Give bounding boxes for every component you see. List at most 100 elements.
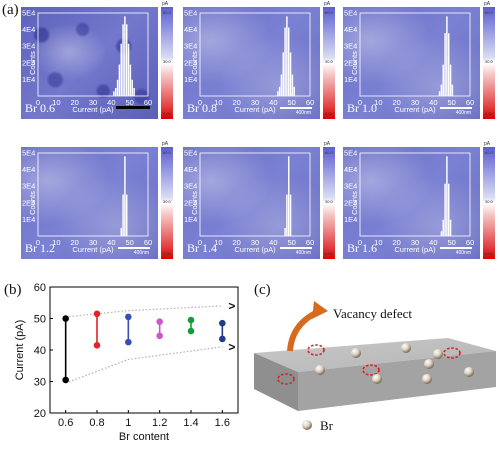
histogram-bar — [288, 156, 290, 236]
range-endpoint — [219, 335, 226, 343]
colorbar-unit: pA — [162, 1, 169, 7]
colorbar-tick: 30.0 — [163, 199, 171, 204]
histogram-bar — [440, 84, 443, 96]
histogram-bar — [122, 194, 124, 236]
colorbar-tick: 0.00 — [163, 251, 171, 256]
inset-y-tick: 5E4 — [184, 149, 197, 158]
x-tick-label: 1 — [125, 417, 131, 429]
inset-y-tick: 5E4 — [22, 9, 35, 18]
histogram-bar — [126, 24, 128, 97]
inset-x-tick: 10 — [374, 98, 382, 107]
histogram-bar — [280, 74, 283, 96]
envelope-arrow: > — [228, 299, 235, 313]
orange-arrow-head — [312, 301, 328, 319]
afm-map: 1E4 2E4 3E4 4E4 5E4 0 10 20 30 40 50 60 Counts Curren… — [21, 7, 158, 119]
scale-bar — [440, 247, 472, 249]
y-tick-label: 30 — [34, 377, 46, 389]
inset-x-tick: 50 — [447, 98, 455, 107]
scale-bar-label: 400nm — [295, 250, 311, 256]
scale-bar — [118, 247, 150, 249]
histogram-bar — [448, 183, 450, 236]
slab-side-left — [254, 353, 298, 411]
inset-x-tick: 40 — [269, 98, 277, 107]
histogram-bar — [289, 194, 292, 236]
inset-x-tick: 0 — [198, 98, 202, 107]
inset-x-tick: 20 — [392, 98, 400, 107]
colorbar-unit: pA — [484, 141, 491, 147]
map-caption: Br 1.0 — [347, 101, 377, 115]
colorbar-tick: 60.0 — [163, 10, 171, 15]
afm-map: 1E4 2E4 3E4 4E4 5E4 0 10 20 30 40 50 60 Counts Curren… — [183, 7, 320, 119]
histogram-bar — [442, 64, 444, 96]
histogram-bar — [444, 183, 446, 236]
inset-x-tick: 0 — [198, 238, 202, 247]
inset-x-tick: 60 — [466, 98, 474, 107]
inset-x-tick: 50 — [125, 98, 133, 107]
colorbar-tick: 60.0 — [485, 150, 493, 155]
range-endpoint — [156, 332, 163, 340]
inset-x-tick: 0 — [358, 98, 362, 107]
inset-x-tick: 40 — [269, 238, 277, 247]
inset-x-tick: 50 — [287, 98, 295, 107]
histogram-bar — [288, 27, 290, 97]
histogram-inset: 1E4 2E4 3E4 4E4 5E4 0 10 20 30 40 50 60 Counts Curren… — [344, 9, 474, 115]
histogram-bar — [444, 33, 446, 96]
inset-x-tick: 40 — [107, 238, 115, 247]
inset-x-tick: 40 — [429, 238, 437, 247]
inset-frame — [199, 12, 311, 97]
envelope-arrow: > — [228, 340, 235, 354]
panel-b: (b) 20 30 40 50 60 0.6 0.8 1 1.2 1.4 1.6 Br content… — [4, 282, 245, 446]
colorbar-tick: 60.0 — [325, 10, 333, 15]
histogram-bar — [286, 194, 288, 236]
range-endpoint — [62, 376, 69, 384]
inset-y-tick: 2E4 — [184, 198, 197, 207]
scale-bar-label: 400nm — [295, 110, 311, 116]
map-caption: Br 0.6 — [25, 101, 55, 115]
inset-x-tick: 30 — [251, 238, 259, 247]
histogram-bar — [115, 87, 117, 96]
histogram-inset: 1E4 2E4 3E4 4E4 5E4 0 10 20 30 40 50 60 Counts Curren… — [22, 149, 152, 255]
histogram-inset: 1E4 2E4 3E4 4E4 5E4 0 10 20 30 40 50 60 Counts Curren… — [184, 9, 314, 115]
inset-ylabel: Counts — [28, 51, 37, 75]
histogram-bar — [438, 91, 441, 96]
envelope-upper — [65, 305, 223, 318]
scale-bar-label: 400nm — [455, 250, 471, 256]
inset-x-tick: 50 — [125, 238, 133, 247]
inset-x-tick: 20 — [232, 98, 240, 107]
colorbar-tick: 30.0 — [325, 199, 333, 204]
inset-frame — [359, 152, 471, 237]
inset-y-tick: 1E4 — [344, 215, 357, 224]
inset-x-tick: 20 — [392, 238, 400, 247]
inset-y-tick: 2E4 — [22, 58, 35, 67]
histogram-bar — [124, 16, 126, 96]
inset-y-tick: 1E4 — [184, 75, 197, 84]
histogram-bar — [278, 86, 281, 96]
histogram-bar — [284, 27, 286, 97]
vacancy-defect-schematic: Vacancy defect Br — [254, 301, 496, 433]
scale-bar — [280, 247, 312, 249]
colorbar: 60.0 30.0 0.00 — [161, 7, 173, 119]
histogram-bar — [129, 64, 132, 96]
inset-ylabel: Counts — [190, 51, 199, 75]
inset-y-tick: 2E4 — [184, 58, 197, 67]
panel-a-label: (a) — [2, 2, 19, 18]
inset-x-tick: 30 — [251, 98, 259, 107]
map-caption: Br 0.8 — [187, 101, 217, 115]
x-tick-label: 0.6 — [58, 417, 73, 429]
histogram-bar — [293, 86, 295, 96]
x-tick-label: 1.6 — [215, 417, 230, 429]
colorbar: 60.0 30.0 0.00 — [323, 7, 335, 119]
histogram-bar — [131, 79, 133, 96]
colorbar-unit: pA — [324, 141, 331, 147]
inset-y-tick: 4E4 — [184, 165, 197, 174]
histogram-bar — [124, 156, 126, 236]
inset-x-tick: 0 — [36, 238, 40, 247]
inset-x-tick: 30 — [411, 98, 419, 107]
inset-x-tick: 10 — [214, 238, 222, 247]
inset-y-tick: 3E4 — [22, 42, 35, 51]
scale-bar-label: 400nm — [133, 250, 149, 256]
range-endpoint — [156, 318, 163, 325]
histogram-bar — [286, 16, 288, 96]
inset-x-tick: 30 — [411, 238, 419, 247]
inset-y-tick: 1E4 — [344, 75, 357, 84]
